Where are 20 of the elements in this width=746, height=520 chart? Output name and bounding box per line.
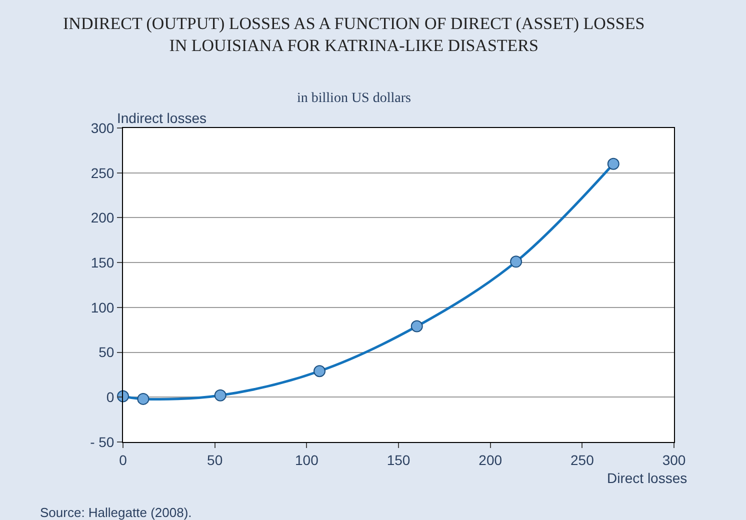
y-tick-label: 150	[90, 254, 114, 270]
y-tick-label: - 50	[90, 434, 114, 450]
x-tick-label: 300	[662, 452, 686, 468]
chart-subtitle: in billion US dollars	[297, 91, 411, 106]
x-axis-title: Direct losses	[607, 470, 688, 486]
x-tick-label: 0	[119, 452, 128, 468]
y-tick-label: 250	[90, 164, 114, 181]
y-tick-label: 0	[106, 389, 114, 406]
y-tick-label: 50	[98, 344, 114, 360]
x-tick-label: 150	[386, 452, 410, 468]
x-tick-label: 200	[478, 452, 502, 468]
x-tick-label: 100	[294, 452, 319, 468]
x-tick-label: 250	[570, 452, 594, 468]
source-note: Source: Hallegatte (2008).	[40, 505, 192, 520]
y-axis-title: Indirect losses	[117, 110, 206, 126]
x-tick-label: 50	[207, 452, 223, 468]
chart-title: INDIRECT (OUTPUT) LOSSES AS A FUNCTION OF DIRECT (ASSET) LOSSES IN LOUISIANA FOR KATRINA-LIKE DISASTERS	[63, 14, 645, 56]
y-tick-label: 300	[90, 120, 114, 136]
y-tick-label: 100	[90, 299, 114, 316]
y-tick-label: 200	[90, 210, 114, 226]
